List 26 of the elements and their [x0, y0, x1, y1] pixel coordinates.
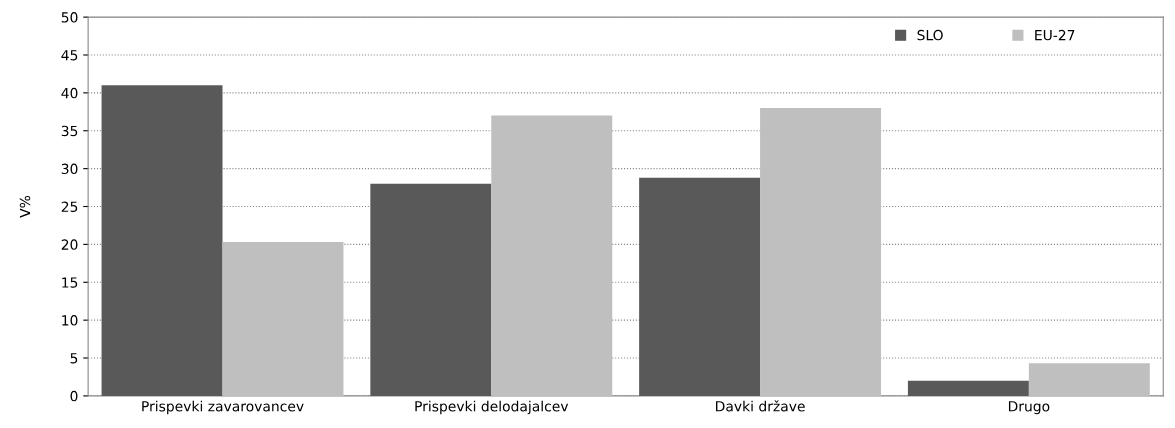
bar: [491, 115, 613, 396]
bar: [222, 242, 344, 396]
y-tick-label: 0: [70, 390, 78, 402]
x-tick-label: Prispevki zavarovancev: [142, 400, 304, 415]
y-axis-title: V%: [19, 195, 31, 218]
y-tick-label: 25: [61, 201, 78, 212]
y-tick-label: 30: [61, 163, 78, 175]
y-tick-label: 45: [61, 50, 78, 61]
y-tick-label: 35: [61, 125, 78, 137]
x-tick-label: Drugo: [1008, 401, 1050, 415]
bar: [907, 380, 1029, 396]
y-tick-label: 15: [62, 277, 78, 288]
bar: [1028, 363, 1150, 396]
legend-label: EU-27: [1035, 29, 1075, 41]
legend-label: SLO: [917, 29, 943, 41]
bar: [370, 183, 492, 396]
bar: [639, 177, 761, 396]
y-tick-label: 50: [61, 12, 78, 23]
bar: [101, 85, 223, 396]
x-tick-label: Prispevki delodajalcev: [415, 400, 569, 415]
y-tick-label: 5: [70, 353, 78, 364]
x-tick-label: Davki države: [716, 400, 805, 412]
y-tick-label: 40: [61, 87, 78, 99]
bar: [760, 108, 882, 396]
y-tick-label: 10: [62, 315, 78, 326]
y-tick-label: 20: [61, 239, 78, 250]
